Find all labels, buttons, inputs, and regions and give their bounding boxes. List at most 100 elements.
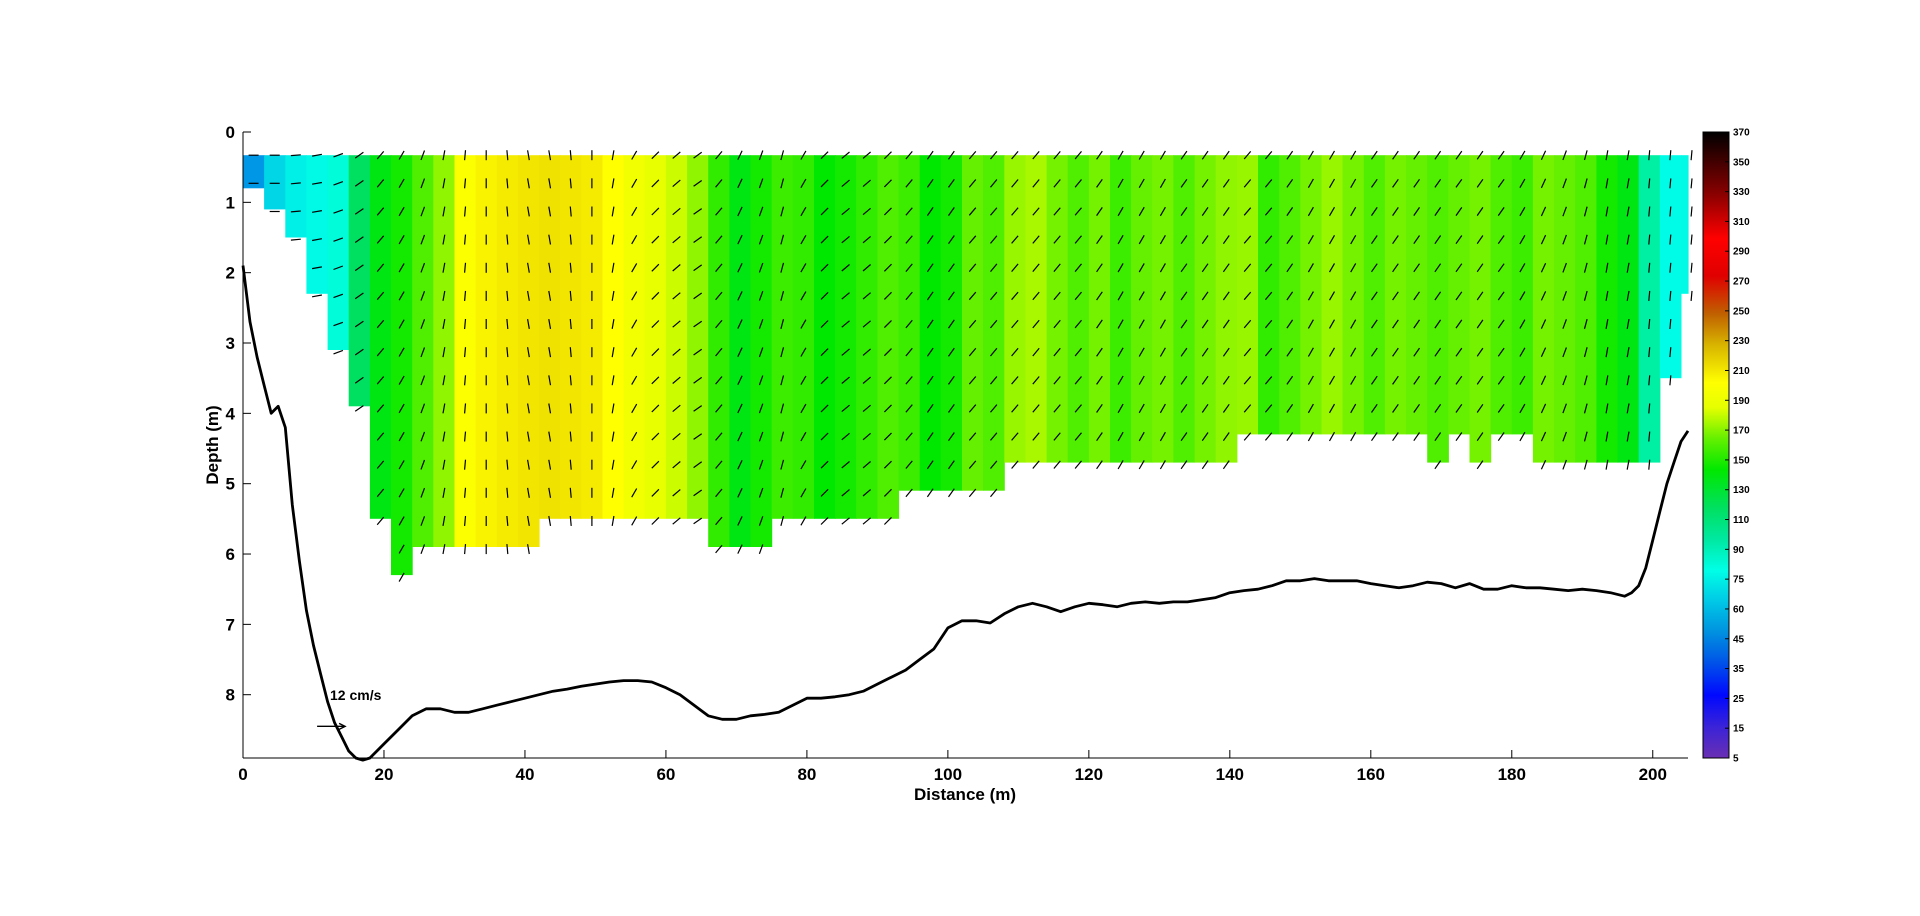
colorbar-tick-label: 330 — [1733, 187, 1750, 198]
velocity-vector — [527, 178, 530, 189]
velocity-vector — [1096, 207, 1103, 216]
velocity-vector — [631, 460, 638, 470]
velocity-vector — [1350, 234, 1357, 245]
velocity-vector — [948, 178, 955, 188]
heatmap-cell — [1194, 155, 1217, 463]
velocity-vector — [841, 207, 850, 216]
velocity-vector — [758, 459, 764, 470]
velocity-vector — [780, 150, 785, 161]
velocity-vector — [841, 151, 850, 159]
y-tick-label: 3 — [226, 334, 235, 353]
velocity-vector — [1413, 150, 1420, 160]
velocity-vector — [1011, 179, 1019, 188]
velocity-vector — [1264, 179, 1273, 188]
velocity-vector — [841, 264, 850, 272]
velocity-vector — [1519, 291, 1526, 301]
velocity-vector — [1350, 319, 1357, 329]
velocity-vector — [398, 375, 405, 385]
velocity-vector — [1328, 431, 1336, 442]
velocity-vector — [926, 347, 934, 357]
velocity-vector — [1562, 178, 1567, 189]
velocity-vector — [1413, 432, 1420, 442]
velocity-vector — [1562, 290, 1567, 301]
velocity-vector — [1583, 375, 1588, 386]
velocity-vector — [548, 375, 552, 386]
velocity-vector — [527, 459, 530, 470]
velocity-vector — [1605, 375, 1609, 386]
velocity-vector — [948, 235, 955, 245]
velocity-vector — [1626, 431, 1630, 442]
heatmap-cell — [539, 155, 561, 519]
velocity-vector — [883, 348, 892, 357]
velocity-vector — [398, 544, 405, 554]
velocity-vector — [548, 290, 552, 301]
velocity-vector — [905, 291, 913, 301]
velocity-vector — [1413, 207, 1420, 216]
velocity-vector — [672, 404, 681, 413]
velocity-vector — [862, 432, 871, 441]
velocity-vector — [1690, 178, 1693, 189]
velocity-vector — [1669, 206, 1672, 217]
velocity-vector — [333, 321, 344, 327]
velocity-vector — [948, 375, 955, 385]
velocity-vector — [905, 432, 913, 441]
velocity-vector — [862, 461, 871, 469]
velocity-vector — [420, 544, 426, 555]
velocity-vector — [376, 460, 385, 469]
heatmap-cell — [1617, 155, 1640, 463]
velocity-vector — [862, 517, 871, 525]
velocity-vector — [926, 178, 934, 188]
velocity-vector — [1328, 291, 1336, 301]
velocity-vector — [905, 404, 913, 413]
velocity-vector — [569, 515, 572, 526]
velocity-vector — [1605, 347, 1609, 358]
velocity-vector — [1626, 459, 1630, 470]
velocity-vector — [1392, 263, 1399, 273]
x-tick-label: 40 — [515, 765, 534, 784]
velocity-vector — [737, 206, 743, 217]
velocity-vector — [1222, 347, 1230, 357]
velocity-vector — [506, 318, 509, 330]
velocity-vector — [1159, 375, 1166, 385]
velocity-vector — [715, 291, 723, 301]
velocity-vector — [905, 488, 913, 498]
velocity-vector — [968, 376, 977, 385]
velocity-vector — [548, 150, 552, 161]
x-tick-label: 60 — [656, 765, 675, 784]
velocity-vector — [780, 375, 785, 386]
heatmap-cell — [771, 155, 794, 519]
velocity-vector — [506, 206, 509, 217]
velocity-vector — [758, 544, 764, 555]
velocity-vector — [651, 207, 660, 216]
velocity-vector — [1053, 291, 1061, 301]
velocity-vector — [841, 235, 850, 244]
velocity-vector — [1669, 347, 1672, 358]
velocity-vector — [1371, 403, 1378, 413]
velocity-vector — [1540, 234, 1547, 245]
velocity-vector — [1307, 234, 1314, 245]
x-tick-label: 120 — [1075, 765, 1103, 784]
velocity-vector — [1201, 375, 1209, 385]
velocity-vector — [1243, 404, 1252, 413]
velocity-vector — [1096, 432, 1103, 442]
heatmap-cell — [814, 155, 836, 519]
velocity-vector — [1096, 235, 1103, 245]
velocity-vector — [548, 318, 552, 330]
velocity-vector — [780, 515, 785, 526]
velocity-vector — [841, 432, 850, 441]
velocity-vectors — [248, 150, 1693, 582]
velocity-vector — [1117, 347, 1124, 357]
velocity-vector — [1413, 347, 1420, 357]
velocity-vector — [1074, 207, 1082, 216]
velocity-vector — [420, 459, 426, 470]
velocity-vector — [651, 432, 660, 441]
velocity-vector — [1434, 403, 1442, 413]
velocity-vector — [548, 178, 552, 189]
velocity-vector — [1583, 206, 1588, 217]
velocity-vector — [1626, 150, 1630, 161]
velocity-vector — [1180, 207, 1188, 216]
colorbar-tick-label: 210 — [1733, 366, 1750, 377]
velocity-vector — [1138, 206, 1145, 217]
velocity-vector — [1392, 347, 1399, 357]
velocity-vector — [398, 460, 405, 470]
